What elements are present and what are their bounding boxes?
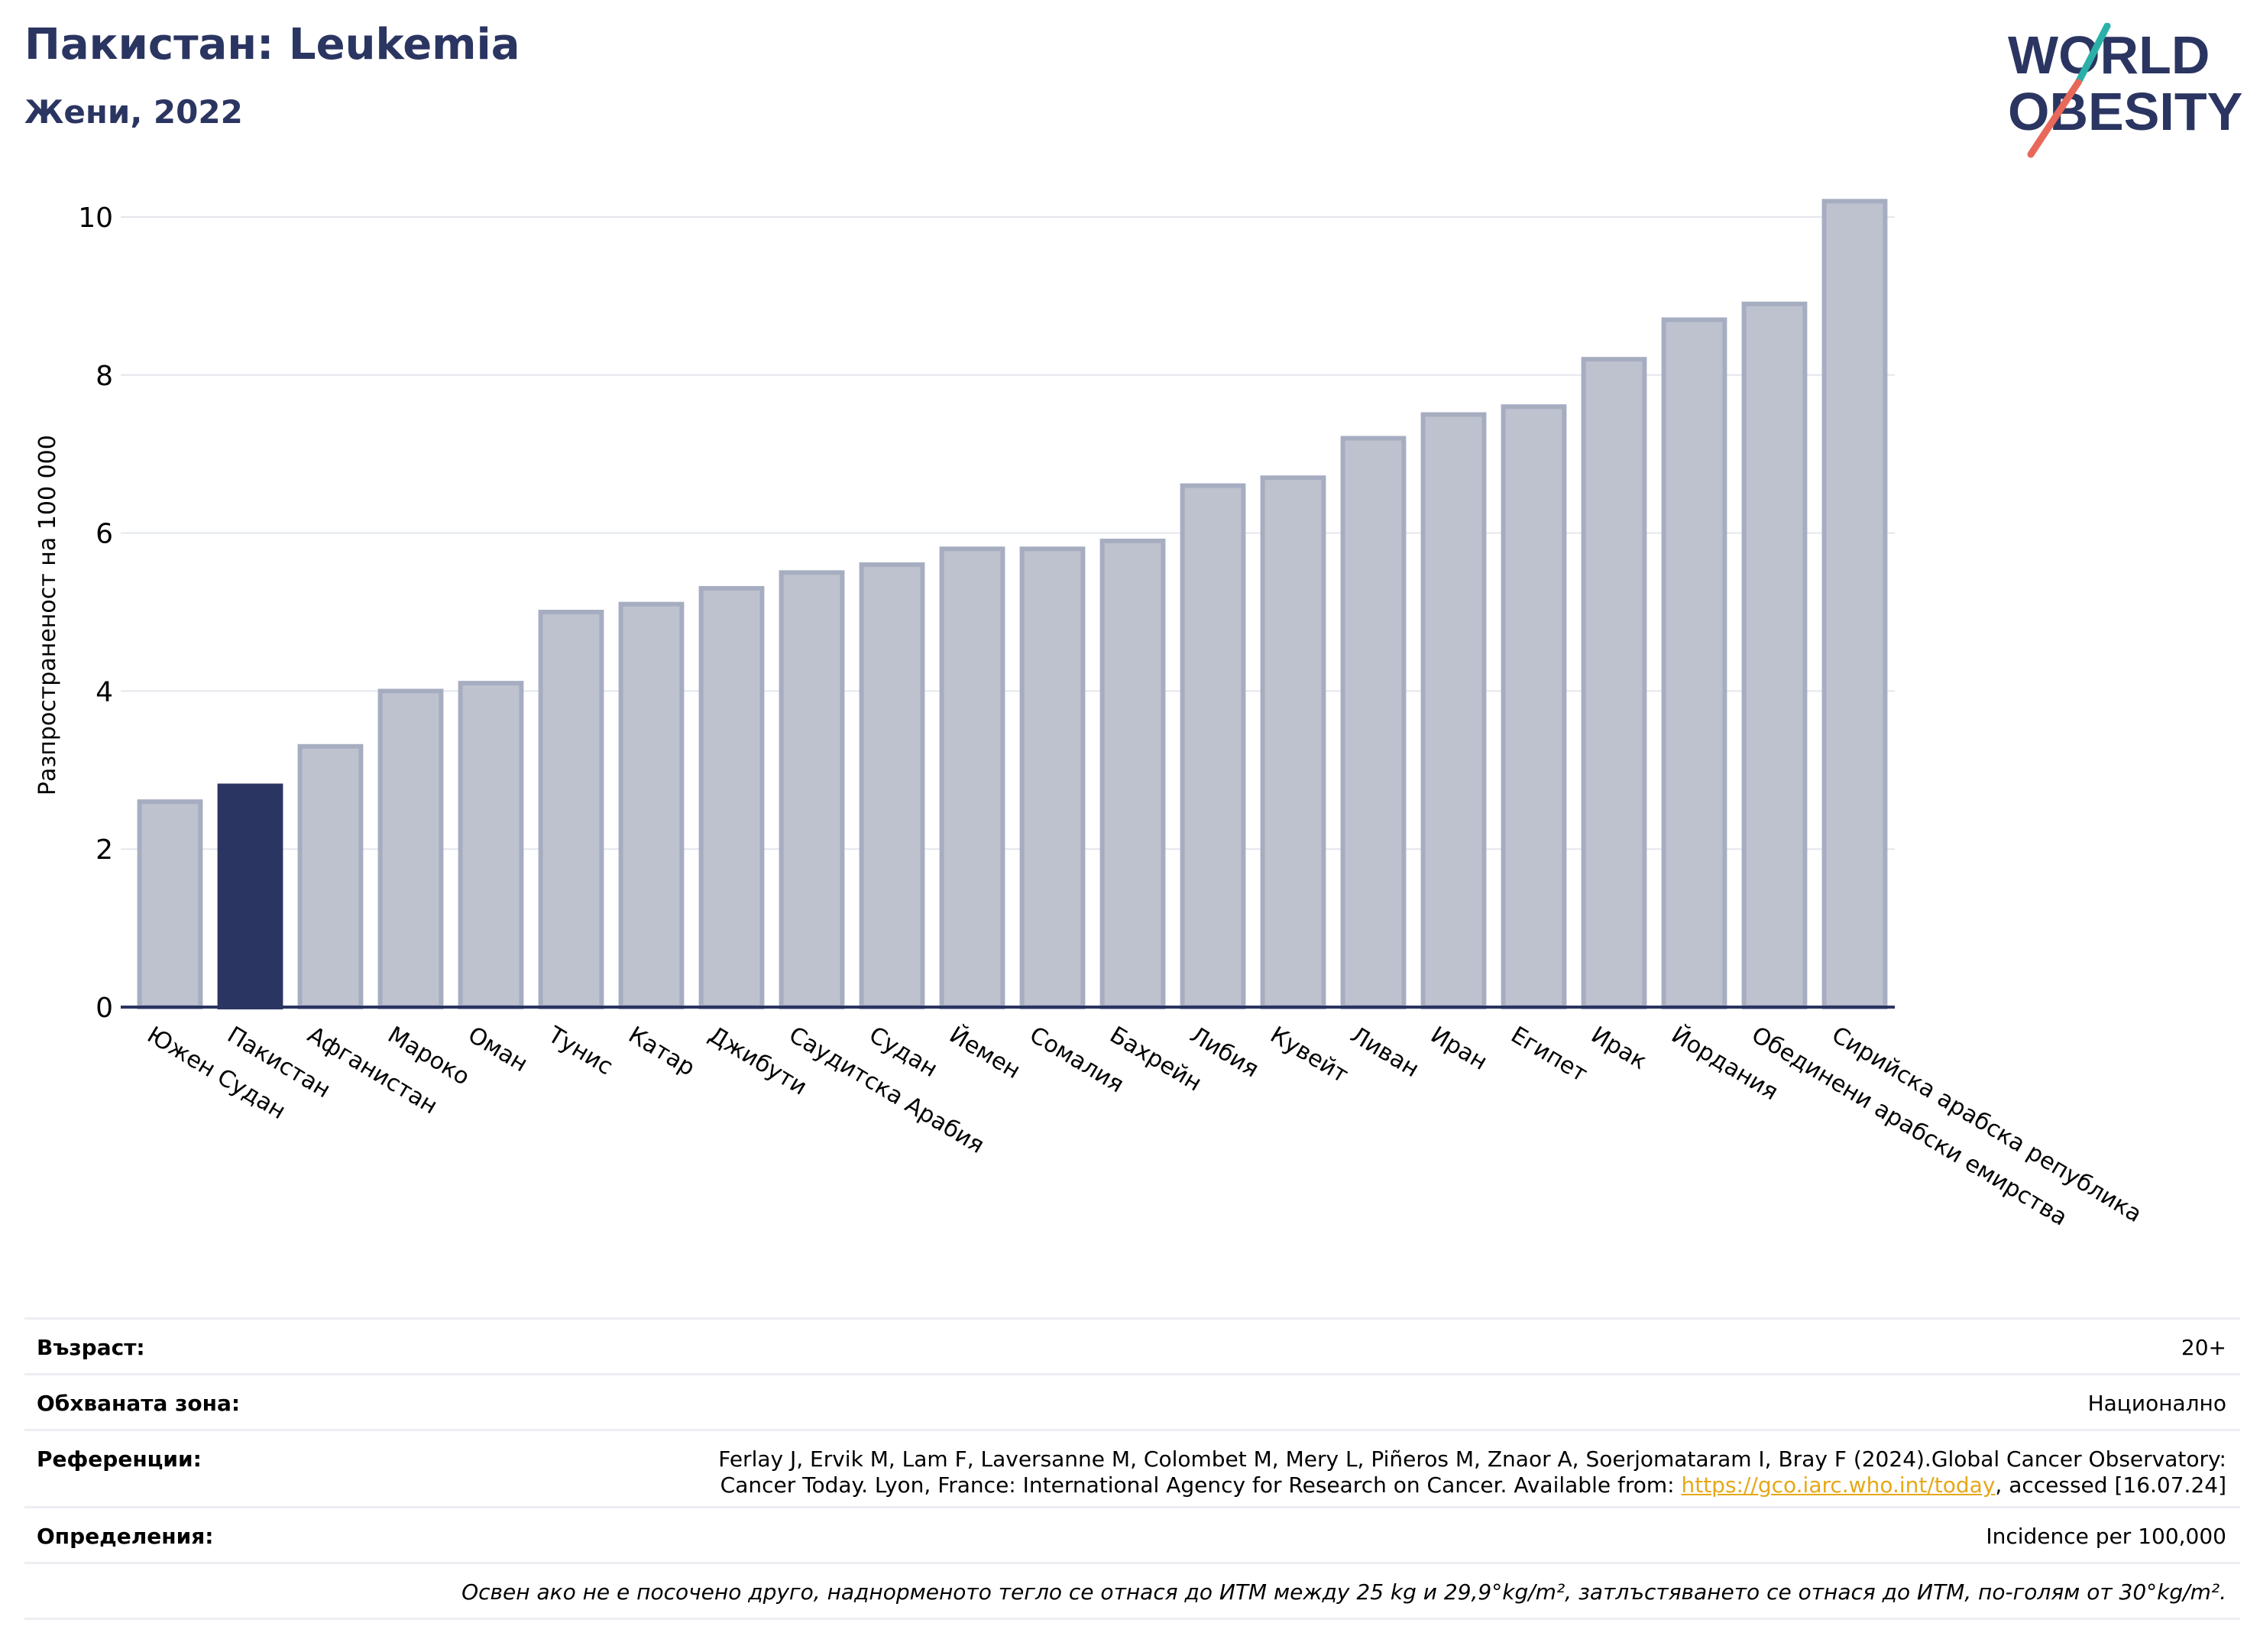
bar <box>377 688 444 1010</box>
references-value: Ferlay J, Ervik M, Lam F, Laversanne M, … <box>718 1446 2226 1498</box>
references-label: Референции: <box>37 1446 202 1472</box>
y-tick-label: 6 <box>96 519 113 550</box>
bar <box>297 743 364 1010</box>
age-value: 20+ <box>2181 1335 2226 1360</box>
y-tick-label: 2 <box>96 834 113 866</box>
bar-chart: 0 2 4 6 8 10 Разпространеност на 100 000 Южен С… <box>34 199 2146 1232</box>
logo-slash-coral <box>2027 79 2082 158</box>
world-obesity-logo: WORLD OBESITY <box>2008 23 2242 158</box>
bar <box>1741 301 1808 1009</box>
chart-title: Пакистан: Leukemia <box>24 20 520 70</box>
references-line-2-pre: Cancer Today. Lyon, France: Internationa… <box>720 1472 1682 1498</box>
footer-row-references: Референции: Ferlay J, Ervik M, Lam F, La… <box>24 1429 2240 1506</box>
bar <box>618 601 685 1009</box>
bar <box>939 546 1005 1009</box>
bar <box>779 570 845 1009</box>
bar <box>1501 404 1567 1009</box>
age-label: Възраст: <box>37 1335 145 1360</box>
x-tick-label: Тунис <box>543 1021 617 1080</box>
y-tick-label: 10 <box>78 202 113 234</box>
x-tick-label: Ливан <box>1345 1022 1423 1083</box>
bar <box>1581 357 1647 1009</box>
bar <box>1340 436 1407 1009</box>
bar <box>458 681 524 1009</box>
x-tick-label: Йемен <box>944 1021 1025 1084</box>
logo-slash-teal <box>2074 23 2111 86</box>
bar <box>538 610 604 1009</box>
bar <box>859 562 925 1009</box>
definitions-value: Incidence per 100,000 <box>1986 1524 2226 1549</box>
x-tick-label: Ирак <box>1586 1022 1651 1075</box>
bar <box>1180 483 1246 1009</box>
x-tick-label: Сирийска арабска република <box>1827 1022 2146 1228</box>
x-tick-label: Кувейт <box>1265 1022 1352 1089</box>
logo-text-world: WORLD <box>2008 25 2210 85</box>
y-axis-label: Разпространеност на 100 000 <box>34 435 61 795</box>
references-link[interactable]: https://gco.iarc.who.int/today <box>1681 1472 1996 1498</box>
x-tick-label: Иран <box>1426 1022 1491 1076</box>
footer-note: Освен ако не е посочено друго, наднормен… <box>461 1579 2226 1605</box>
x-tick-label: Катар <box>623 1022 699 1082</box>
references-line-1: Ferlay J, Ervik M, Lam F, Laversanne M, … <box>718 1446 2226 1472</box>
bar <box>1019 546 1086 1009</box>
bar <box>1099 538 1166 1009</box>
y-tick-label: 0 <box>96 993 113 1024</box>
area-label: Обхваната зона: <box>37 1391 241 1416</box>
bar <box>1661 317 1727 1010</box>
footer-row-note: Освен ако не е посочено друго, наднормен… <box>24 1562 2240 1620</box>
definitions-label: Определения: <box>37 1524 214 1549</box>
bar <box>1420 412 1487 1009</box>
references-line-2-post: , accessed [16.07.24] <box>1995 1472 2226 1498</box>
bar <box>698 585 765 1009</box>
chart-footer: Възраст: 20+ Обхваната зона: Национално … <box>24 1317 2240 1620</box>
bar <box>1821 199 1888 1010</box>
bar <box>217 783 283 1009</box>
footer-row-definitions: Определения: Incidence per 100,000 <box>24 1506 2240 1562</box>
bar <box>1260 475 1326 1009</box>
chart-subtitle: Жени, 2022 <box>24 93 243 131</box>
x-tick-label: Оман <box>463 1022 532 1077</box>
area-value: Национално <box>2087 1391 2226 1416</box>
x-tick-label: Обединени арабски емирства <box>1747 1022 2071 1232</box>
x-tick-label: Египет <box>1506 1022 1591 1088</box>
y-tick-label: 4 <box>96 676 113 708</box>
y-tick-label: 8 <box>96 361 113 392</box>
x-tick-label: Южен Судан <box>142 1022 290 1125</box>
footer-row-area: Обхваната зона: Национално <box>24 1373 2240 1429</box>
bar <box>137 799 203 1010</box>
footer-row-age: Възраст: 20+ <box>24 1317 2240 1373</box>
